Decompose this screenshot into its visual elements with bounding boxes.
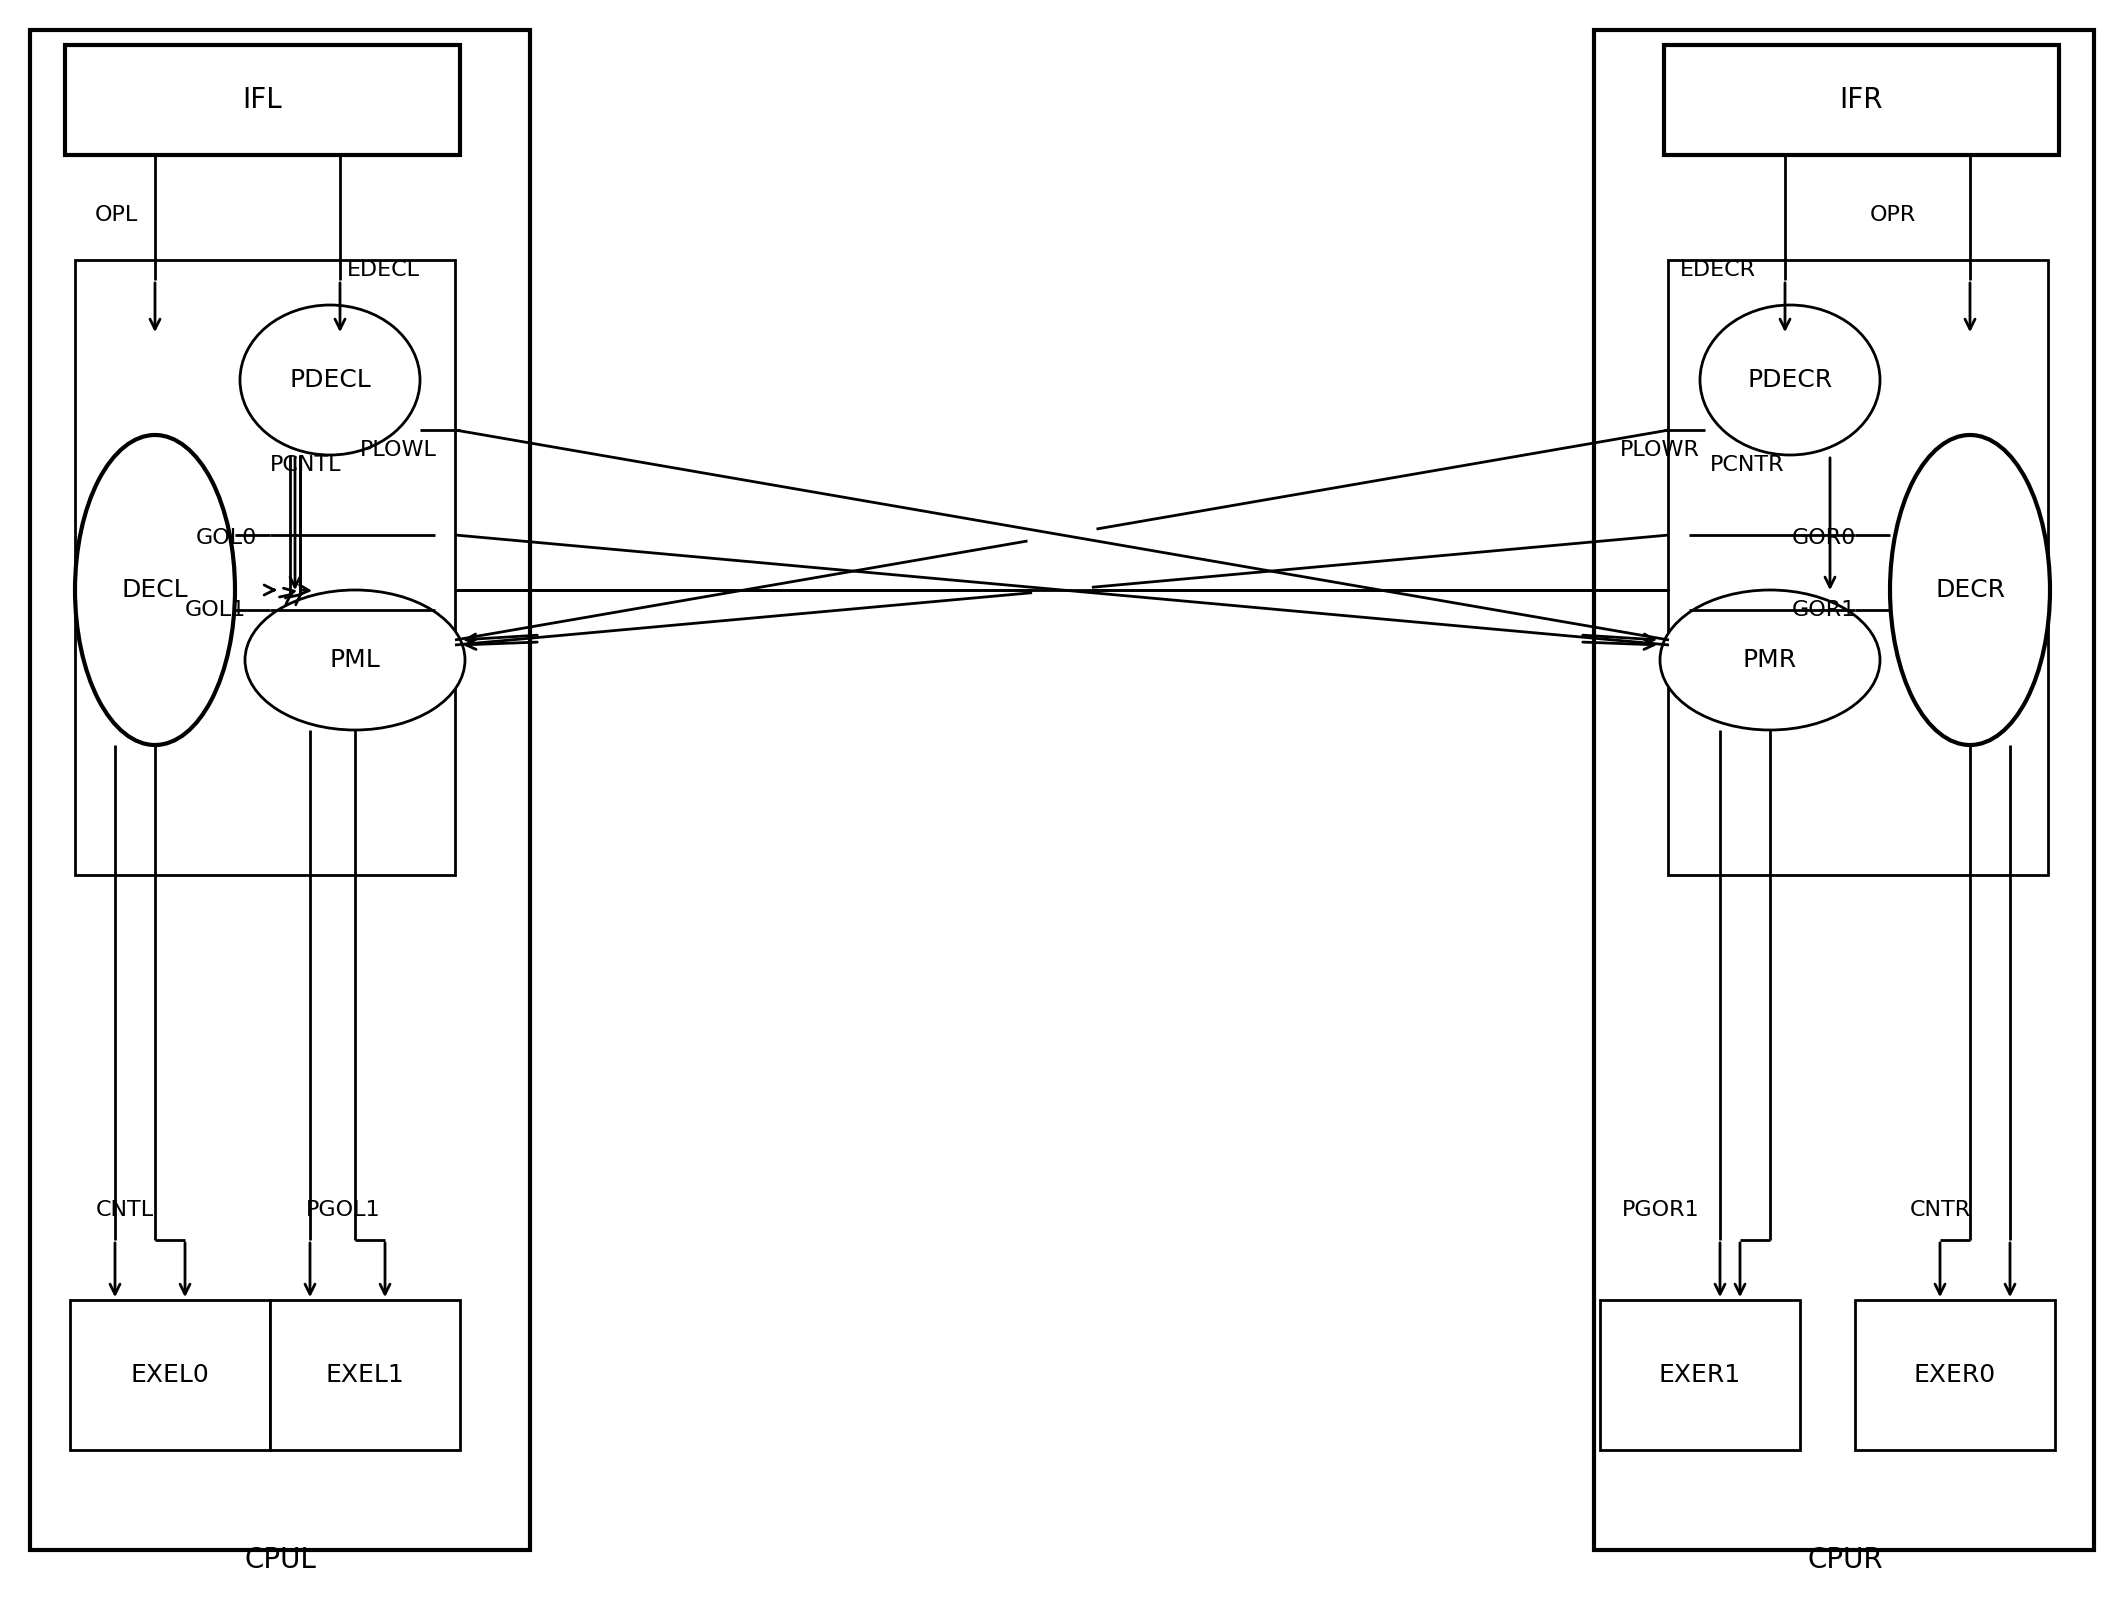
Text: DECL: DECL [121,577,189,602]
Text: GOL0: GOL0 [195,528,257,549]
Text: EXER1: EXER1 [1659,1363,1742,1387]
Text: EDECL: EDECL [346,260,421,281]
Bar [270,1299,461,1450]
Text: CPUL: CPUL [244,1546,316,1574]
Text: CNTR: CNTR [1909,1200,1971,1221]
Text: EDECR: EDECR [1680,260,1757,281]
Bar [1593,30,2094,1549]
Ellipse shape [240,305,421,456]
Text: PGOL1: PGOL1 [306,1200,380,1221]
Ellipse shape [1699,305,1880,456]
Text: PGOR1: PGOR1 [1623,1200,1699,1221]
Bar [1667,260,2048,876]
Text: EXEL1: EXEL1 [325,1363,404,1387]
Text: PML: PML [329,648,380,672]
Bar [66,45,461,156]
Ellipse shape [1661,590,1880,730]
Text: IFR: IFR [1839,87,1882,114]
Text: PMR: PMR [1744,648,1797,672]
Text: PCNTR: PCNTR [1710,456,1784,475]
Text: GOR1: GOR1 [1793,600,1856,621]
Text: PLOWL: PLOWL [359,439,438,460]
Text: CPUR: CPUR [1808,1546,1882,1574]
Bar [30,30,531,1549]
Text: PCNTL: PCNTL [270,456,342,475]
Ellipse shape [1890,435,2050,744]
Bar [74,260,455,876]
Text: EXER0: EXER0 [1914,1363,1997,1387]
Bar [1854,1299,2056,1450]
Text: OPR: OPR [1869,205,1916,225]
Bar [1599,1299,1799,1450]
Text: GOL1: GOL1 [185,600,246,621]
Text: OPL: OPL [96,205,138,225]
Ellipse shape [244,590,465,730]
Bar [70,1299,270,1450]
Text: EXEL0: EXEL0 [130,1363,210,1387]
Text: CNTL: CNTL [96,1200,155,1221]
Ellipse shape [74,435,236,744]
Text: PDECR: PDECR [1748,367,1833,391]
Text: IFL: IFL [242,87,282,114]
Bar [1663,45,2058,156]
Text: PLOWR: PLOWR [1621,439,1699,460]
Text: PDECL: PDECL [289,367,372,391]
Text: DECR: DECR [1935,577,2005,602]
Text: GOR0: GOR0 [1793,528,1856,549]
